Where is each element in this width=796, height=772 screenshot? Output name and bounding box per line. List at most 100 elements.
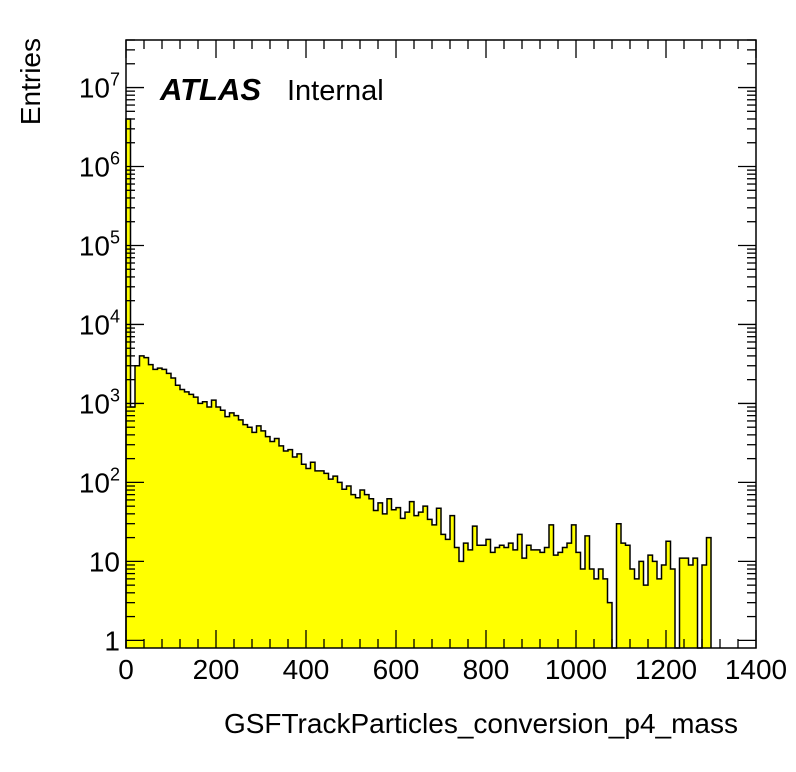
histogram-bar	[382, 513, 387, 648]
histogram-bar	[459, 561, 464, 648]
histogram-bar	[292, 456, 297, 648]
histogram-bar	[562, 547, 567, 648]
y-tick-label: 1	[104, 625, 120, 656]
histogram-bar	[306, 468, 311, 648]
histogram-bar	[706, 537, 711, 648]
y-tick-label: 105	[79, 227, 120, 261]
histogram-bar	[463, 543, 468, 648]
histogram-bar	[198, 403, 203, 648]
histogram-bar	[418, 512, 423, 648]
histogram-bar	[301, 464, 306, 648]
plot-frame-border	[125, 39, 757, 649]
axis-ticks	[125, 39, 757, 648]
histogram-bar	[486, 539, 491, 648]
histogram-bar	[468, 549, 473, 648]
histogram-bar	[193, 397, 198, 648]
histogram-bar	[153, 369, 158, 648]
histogram-bar	[148, 364, 153, 648]
histogram-bar	[333, 476, 338, 648]
x-tick-label: 1400	[725, 654, 787, 685]
histogram-bar	[549, 524, 554, 648]
histogram-bar	[472, 526, 477, 648]
histogram-bar	[378, 502, 383, 648]
histogram-bar	[490, 552, 495, 648]
histogram-bar	[580, 569, 585, 648]
histogram-bar	[436, 508, 441, 648]
histogram-bar	[220, 410, 225, 648]
histogram-bar	[670, 569, 675, 648]
histogram-bar	[265, 436, 270, 648]
histogram-bar	[189, 394, 194, 648]
histogram-bar	[252, 432, 257, 648]
histogram-bar	[405, 512, 410, 648]
histogram-bar	[544, 547, 549, 648]
histogram-bar	[558, 552, 563, 648]
histogram-bar	[184, 391, 189, 648]
x-tick-label: 400	[283, 654, 330, 685]
histogram-bar	[396, 507, 401, 648]
histogram-bar	[432, 524, 437, 648]
histogram-bar	[652, 561, 657, 648]
histogram-bar	[139, 355, 144, 648]
histogram-bar	[409, 501, 414, 648]
histogram-bar	[166, 373, 171, 648]
y-tick-label: 106	[79, 149, 120, 183]
histogram-bar	[342, 489, 347, 648]
histogram-bar	[180, 389, 185, 648]
y-tick-label: 102	[79, 464, 120, 498]
x-tick-label: 0	[118, 654, 134, 685]
histogram-bar	[454, 547, 459, 648]
histogram-bar	[288, 449, 293, 648]
histogram-bar	[477, 545, 482, 648]
histogram-bar	[589, 569, 594, 648]
histogram-bar	[364, 494, 369, 648]
histogram-bar	[657, 578, 662, 648]
histogram-bar	[283, 450, 288, 648]
histogram-bar	[526, 545, 531, 648]
histogram-bar	[702, 564, 707, 648]
histogram-bar	[247, 427, 252, 648]
histogram-bar	[414, 515, 419, 648]
histogram-bar	[360, 490, 365, 648]
histogram-bar	[630, 569, 635, 648]
histogram-bar	[225, 416, 230, 648]
histogram-bar	[130, 407, 135, 648]
histogram-bar	[202, 401, 207, 648]
histogram-bar	[481, 545, 486, 648]
histogram-bar	[508, 543, 513, 648]
y-axis-label: Entries	[15, 38, 46, 125]
histogram-bar	[531, 549, 536, 648]
histogram-bar	[513, 549, 518, 648]
histogram-bar	[400, 518, 405, 648]
histogram-bar	[369, 498, 374, 648]
histogram-bar	[274, 438, 279, 648]
histogram-bar	[648, 555, 653, 648]
x-tick-label: 200	[193, 654, 240, 685]
atlas-label: ATLAS	[159, 72, 261, 107]
x-tick-label: 800	[463, 654, 510, 685]
histogram-bar	[661, 564, 666, 648]
histogram-bar	[522, 558, 527, 648]
histogram-bar	[234, 415, 239, 648]
histogram-bar	[337, 482, 342, 648]
histogram-bar	[270, 441, 275, 648]
histogram-bar	[535, 549, 540, 648]
histogram-bar	[243, 424, 248, 648]
histogram-bar	[171, 377, 176, 648]
histogram-bar	[162, 369, 167, 648]
histogram-bar	[594, 578, 599, 648]
y-tick-label: 104	[79, 306, 120, 340]
histogram-bar	[616, 523, 621, 648]
histogram-bar	[324, 473, 329, 648]
histogram-bar	[229, 412, 234, 648]
x-tick-label: 1000	[545, 654, 607, 685]
histogram-bar	[211, 400, 216, 648]
x-axis-label: GSFTrackParticles_conversion_p4_mass	[224, 708, 738, 739]
histogram-bar	[387, 498, 392, 648]
histogram-bar	[585, 535, 590, 648]
histogram-bar	[216, 407, 221, 648]
histogram-bar	[427, 519, 432, 648]
histogram-bar	[571, 524, 576, 648]
histogram-bar	[423, 506, 428, 648]
histogram-bar	[666, 541, 671, 648]
